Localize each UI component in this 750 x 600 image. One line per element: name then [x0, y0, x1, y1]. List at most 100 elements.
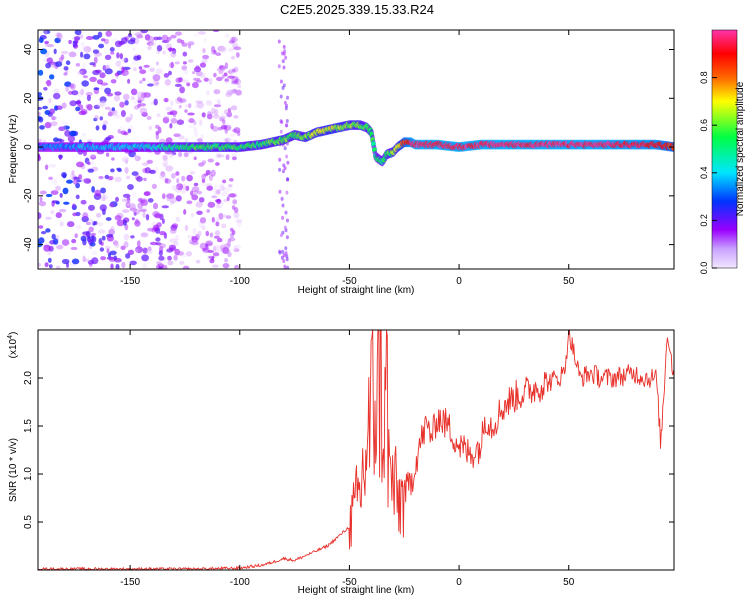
heatmap-noise-cell: [281, 203, 285, 208]
heatmap-noise-cell: [142, 77, 146, 82]
heatmap-noise-cell: [210, 123, 214, 130]
heatmap-noise-cell: [38, 106, 43, 110]
heatmap-noise-cell: [125, 253, 131, 259]
heatmap-noise-cell: [56, 105, 63, 110]
heatmap-noise-cell: [141, 162, 150, 166]
heatmap-noise-cell: [89, 242, 96, 247]
heatmap-noise-cell: [98, 43, 105, 49]
heatmap-noise-cell: [176, 183, 184, 191]
heatmap-noise-cell: [174, 61, 180, 65]
heatmap-noise-cell: [88, 154, 97, 158]
heatmap-noise-cell: [38, 111, 41, 116]
x-tick-label: -50: [342, 577, 357, 588]
heatmap-noise-cell: [201, 160, 207, 165]
heatmap-noise-cell: [176, 119, 185, 125]
heatmap-noise-cell: [38, 69, 44, 76]
heatmap-noise-cell: [225, 215, 232, 220]
heatmap-noise-cell: [125, 43, 132, 47]
heatmap-noise-cell: [137, 99, 142, 104]
heatmap-noise-cell: [286, 95, 289, 100]
heatmap-noise-cell: [201, 178, 206, 183]
heatmap-noise-cell: [53, 238, 59, 245]
heatmap-noise-cell: [216, 237, 223, 243]
heatmap-noise-cell: [127, 184, 134, 190]
heatmap-noise-cell: [51, 116, 57, 121]
heatmap-noise-cell: [216, 198, 222, 205]
heatmap-noise-cell: [150, 40, 157, 47]
heatmap-noise-cell: [141, 111, 148, 117]
heatmap-noise-cell: [202, 247, 207, 252]
heatmap-noise-cell: [134, 98, 138, 105]
heatmap-noise-cell: [236, 221, 242, 228]
heatmap-noise-cell: [47, 257, 52, 263]
heatmap-noise-cell: [232, 68, 236, 73]
heatmap-noise-cell: [278, 167, 282, 172]
heatmap-noise-cell: [222, 263, 230, 269]
heatmap-noise-cell: [158, 266, 163, 269]
heatmap-noise-cell: [234, 244, 242, 249]
heatmap-noise-cell: [114, 91, 122, 96]
heatmap-noise-cell: [179, 86, 186, 94]
heatmap-noise-cell: [153, 98, 158, 106]
heatmap-noise-cell: [48, 98, 52, 104]
spectrogram-y-label: Frequency (Hz): [8, 115, 19, 184]
heatmap-noise-cell: [119, 53, 124, 60]
heatmap-noise-cell: [282, 65, 286, 70]
heatmap-noise-cell: [219, 186, 225, 191]
heatmap-noise-cell: [188, 239, 195, 245]
heatmap-noise-cell: [100, 82, 109, 86]
heatmap-noise-cell: [53, 88, 60, 93]
heatmap-noise-cell: [96, 212, 102, 218]
heatmap-noise-cell: [163, 98, 170, 103]
heatmap-noise-cell: [138, 66, 143, 70]
heatmap-noise-cell: [174, 83, 182, 87]
heatmap-noise-cell: [136, 34, 144, 39]
heatmap-noise-cell: [196, 210, 203, 215]
heatmap-noise-cell: [285, 190, 289, 195]
heatmap-noise-cell: [176, 251, 184, 256]
heatmap-noise-cell: [211, 216, 215, 223]
colorbar-gradient: [711, 29, 738, 269]
heatmap-noise-cell: [228, 68, 234, 75]
heatmap-noise-cell: [220, 183, 225, 188]
heatmap-noise-cell: [100, 85, 104, 91]
heatmap-noise-cell: [285, 254, 289, 259]
heatmap-noise-cell: [285, 235, 289, 240]
snr-x-ticks: -150 -100 -50 0 50: [120, 330, 575, 588]
heatmap-noise-cell: [133, 55, 140, 61]
heatmap-noise-cell: [63, 66, 69, 71]
heatmap-noise-cell: [200, 182, 207, 186]
heatmap-noise-cell: [193, 120, 197, 126]
heatmap-noise-cell: [155, 213, 161, 219]
heatmap-noise-cell: [218, 212, 224, 220]
heatmap-noise-cell: [221, 74, 225, 79]
heatmap-noise-cell: [134, 155, 141, 162]
heatmap-noise-cell: [178, 151, 183, 158]
heatmap-noise-cell: [121, 198, 129, 202]
heatmap-noise-cell: [44, 164, 49, 170]
heatmap-noise-cell: [89, 76, 97, 82]
heatmap-noise-cell: [286, 265, 290, 269]
heatmap-noise-cell: [201, 222, 206, 229]
heatmap-noise-cell: [167, 111, 174, 116]
x-tick-label: 0: [456, 577, 462, 588]
heatmap-noise-cell: [200, 134, 204, 140]
heatmap-noise-cell: [162, 154, 168, 161]
heatmap-noise-cell: [98, 175, 104, 180]
heatmap-noise-cell: [38, 262, 42, 267]
heatmap-noise-cell: [120, 245, 126, 250]
heatmap-noise-cell: [201, 112, 206, 118]
heatmap-noise-cell: [212, 245, 217, 252]
heatmap-noise-cell: [121, 156, 129, 163]
heatmap-noise-cell: [131, 217, 135, 221]
heatmap-noise-cell: [285, 257, 289, 262]
heatmap-noise-cell: [284, 55, 288, 60]
heatmap-noise-cell: [38, 154, 41, 161]
heatmap-noise-cell: [184, 224, 189, 231]
heatmap-noise-cell: [215, 189, 221, 195]
heatmap-noise-cell: [82, 212, 89, 220]
heatmap-noise-cell: [99, 100, 106, 108]
heatmap-noise-cell: [71, 170, 75, 176]
heatmap-noise-cell: [143, 64, 150, 68]
heatmap-noise-cell: [45, 193, 53, 198]
